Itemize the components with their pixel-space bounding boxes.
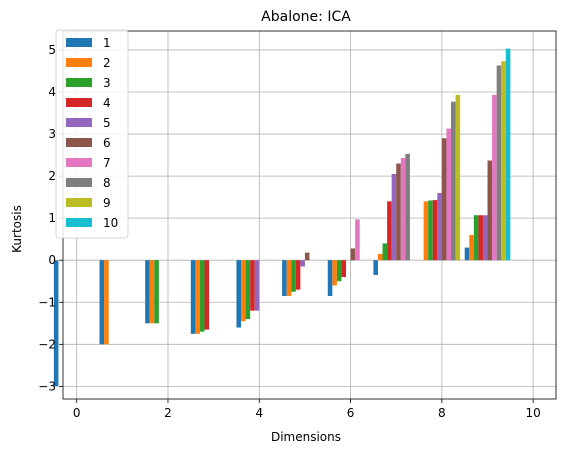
y-tick-label: −3 [38,379,56,393]
y-tick-label: 0 [48,253,56,267]
bar-series-6 [441,138,447,261]
bar-series-3 [473,215,479,261]
bars [53,48,511,387]
bar-series-5 [391,173,397,261]
bar-series-9 [501,61,506,261]
legend-swatch [66,158,92,167]
bar-series-8 [405,153,410,261]
bar-series-1 [99,260,105,345]
bar-series-7 [492,94,497,261]
x-tick-label: 0 [73,406,81,420]
y-tick-label: 3 [48,127,56,141]
bar-series-5 [437,192,442,261]
legend-swatch [66,98,92,107]
legend-label: 3 [103,76,111,90]
bar-series-3 [199,260,205,332]
bar-series-3 [291,260,296,292]
bar-series-7 [355,219,360,261]
legend-label: 7 [103,156,111,170]
bar-series-3 [245,260,251,320]
legend-swatch [66,118,92,127]
legend-swatch [66,138,92,147]
bar-series-9 [455,94,461,261]
y-tick-label: −2 [38,337,56,351]
legend-swatch [66,58,92,67]
legend-label: 9 [103,196,111,210]
bar-series-1 [53,260,59,387]
x-tick-label: 6 [347,406,355,420]
chart-title: Abalone: ICA [261,9,351,25]
bar-series-1 [464,247,470,261]
bar-series-2 [241,260,246,322]
x-tick-label: 8 [438,406,446,420]
bar-series-4 [250,260,255,311]
bar-series-3 [336,260,342,282]
legend-swatch [66,38,92,47]
bar-series-2 [195,260,200,334]
bar-series-1 [327,260,333,296]
bar-series-2 [332,260,337,286]
bar-series-3 [382,243,388,261]
legend-label: 8 [103,176,111,190]
bar-series-2 [377,253,383,261]
bar-series-7 [400,158,406,261]
bar-series-3 [428,200,433,261]
y-tick-label: 1 [48,211,56,225]
bar-series-4 [204,260,210,330]
legend-swatch [66,78,92,87]
bar-series-2 [104,260,109,345]
bar-series-5 [482,215,488,261]
bar-series-8 [451,101,456,261]
bar-series-8 [496,65,502,261]
x-tick-label: 10 [526,406,541,420]
y-axis-label: Kurtosis [10,205,24,253]
bar-series-2 [423,201,429,261]
y-tick-label: 5 [48,43,56,57]
legend-label: 1 [103,36,111,50]
bar-series-2 [149,260,155,324]
bar-series-4 [295,260,301,290]
bar-series-5 [300,260,305,267]
y-tick-label: −1 [38,295,56,309]
bar-series-6 [487,160,493,261]
bar-series-1 [190,260,196,334]
bar-series-6 [350,248,356,261]
bar-series-4 [387,201,392,261]
bar-series-1 [373,260,378,275]
bar-series-4 [432,200,438,261]
bar-series-1 [145,260,150,324]
legend-label: 6 [103,136,111,150]
legend-swatch [66,218,92,227]
x-tick-label: 2 [164,406,172,420]
y-tick-label: 2 [48,169,56,183]
x-axis-label: Dimensions [271,430,341,444]
y-tick-label: 4 [48,85,56,99]
bar-series-1 [236,260,242,328]
bar-series-1 [282,260,287,296]
bar-series-2 [469,234,474,261]
bar-series-2 [286,260,292,296]
bar-series-6 [304,252,310,261]
bar-series-4 [478,215,483,261]
legend-swatch [66,198,92,207]
bar-series-7 [446,128,452,261]
legend-label: 10 [103,216,118,230]
bar-series-3 [154,260,159,324]
bar-series-5 [254,260,260,311]
x-tick-label: 4 [255,406,263,420]
bar-series-4 [341,260,347,278]
legend: 1 2 3 4 5 6 7 8 9 10 [55,29,129,239]
legend-label: 2 [103,56,111,70]
bar-series-6 [396,163,401,261]
legend-swatch [66,178,92,187]
axes: 0 2 4 6 8 10 −3 −2 −1 0 1 2 3 4 5 [38,30,557,420]
legend-label: 4 [103,96,111,110]
bar-series-10 [505,48,511,261]
legend-label: 5 [103,116,111,130]
